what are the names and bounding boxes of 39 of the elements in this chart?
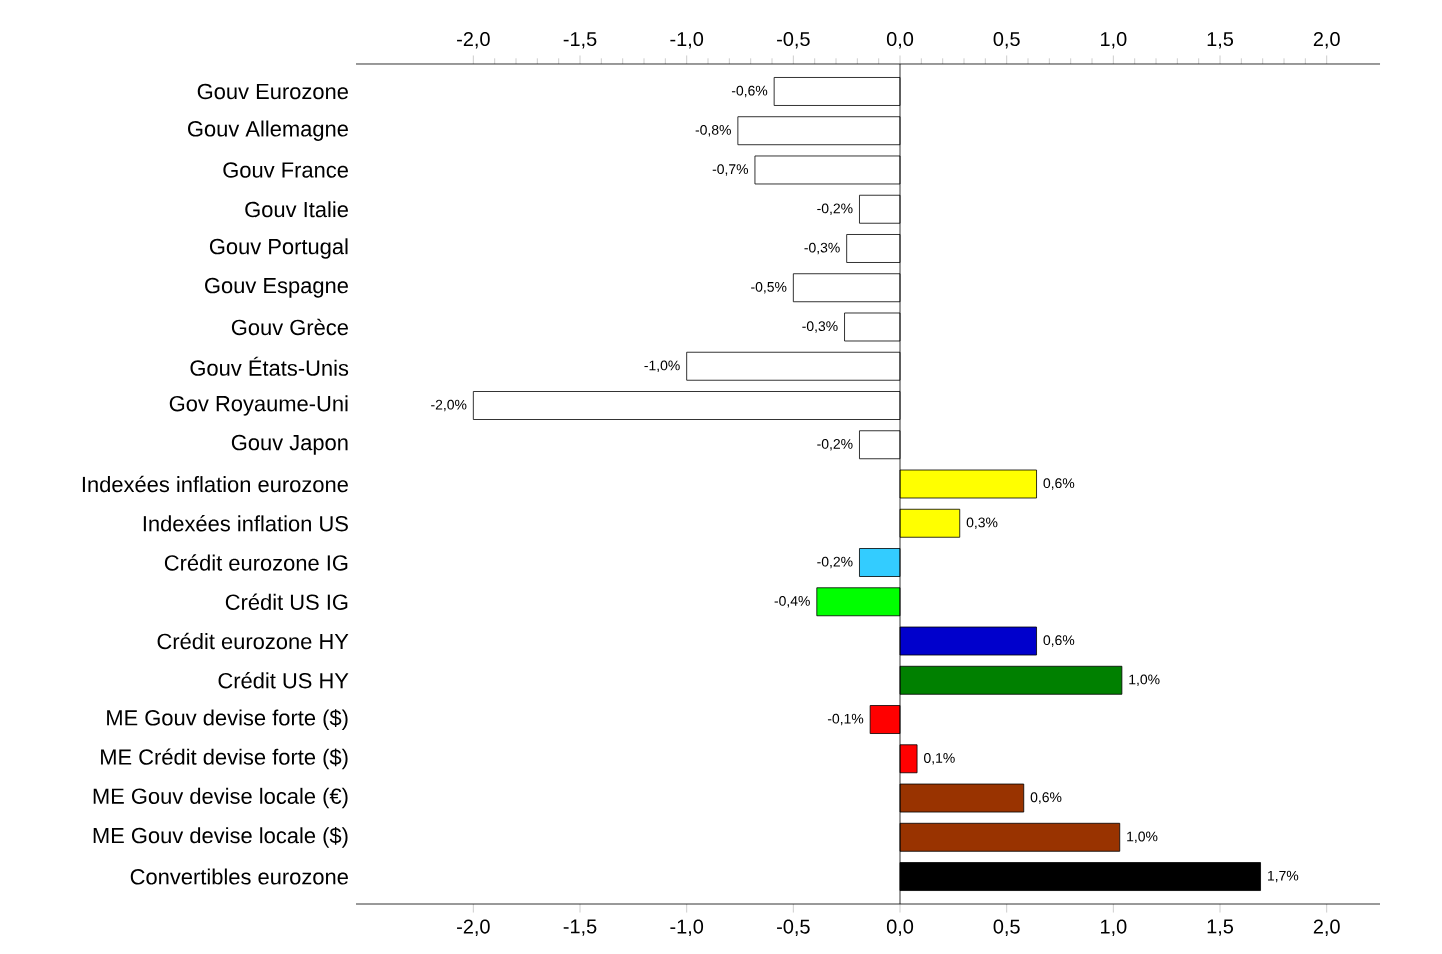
y-tick-label: Crédit US IG: [225, 593, 348, 610]
x-tick-label: -1,5: [563, 919, 597, 936]
x-tick-label: 1,5: [1207, 919, 1234, 936]
y-tick-label: ME Gouv devise locale (€): [93, 787, 348, 809]
y-tick-label: Gov Royaume-Uni: [169, 395, 348, 416]
y-tick-label: Crédit US HY: [218, 672, 349, 689]
x-tick-label: -0,5: [777, 919, 810, 937]
y-tick-label: Gouv Allemagne: [188, 120, 348, 141]
y-tick-label: Gouv Eurozone: [197, 83, 348, 100]
x2-tick-label: 1,5: [1207, 32, 1234, 49]
y-tick-label: ME Gouv devise forte ($): [107, 709, 348, 730]
x2-tick-label: 0,0: [886, 31, 914, 49]
x2-tick-label: 2,0: [1313, 31, 1340, 49]
x2-tick-label: -0,5: [777, 31, 810, 49]
x2-tick-label: 0,5: [993, 31, 1020, 49]
x2-tick-label: -1,5: [563, 32, 597, 49]
x-tick-label: 1,0: [1101, 919, 1127, 937]
y-tick-label: ME Gouv devise locale ($): [93, 826, 348, 848]
x2-tick-label: -1,0: [670, 31, 704, 49]
y-tick-label: Gouv France: [223, 162, 348, 178]
x-tick-label: -1,0: [670, 919, 704, 937]
y-tick-label: Gouv Japon: [231, 434, 348, 455]
y-tick-label: Convertibles eurozone: [130, 868, 348, 885]
y-tick-label: Gouv Grèce: [231, 318, 348, 336]
x-tick-label: 0,5: [993, 919, 1020, 937]
y-tick-label: ME Crédit devise forte ($): [101, 748, 348, 770]
x2-tick-label: -2,0: [457, 31, 490, 49]
x-tick-label: 2,0: [1313, 919, 1340, 937]
y-tick-label: Gouv Italie: [245, 201, 348, 218]
x2-tick-label: 1,0: [1101, 31, 1127, 49]
x-tick-label: -2,0: [457, 919, 490, 937]
y-tick-label: Gouv Espagne: [205, 277, 348, 298]
y-tick-label: Indexées inflation US: [143, 515, 348, 532]
x-tick-label: 0,0: [886, 919, 914, 937]
y-tick-label: Indexées inflation eurozone: [82, 475, 348, 493]
y-tick-label: Gouv Portugal: [209, 238, 348, 259]
y-tick-label: Crédit eurozone HY: [157, 632, 349, 650]
y-tick-label: Crédit eurozone IG: [164, 554, 348, 571]
y-tick-label: Gouv États-Unis: [190, 356, 349, 376]
